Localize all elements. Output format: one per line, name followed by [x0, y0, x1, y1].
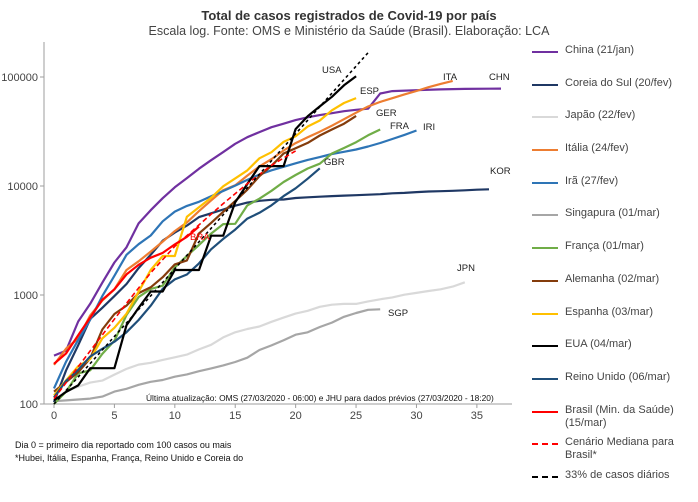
- legend-label: Brasil (Min. da Saúde) (15/mar): [565, 403, 674, 429]
- series-line-9: [53, 225, 200, 365]
- legend-label: Reino Unido (06/mar): [565, 370, 671, 383]
- end-label-iri: IRI: [423, 122, 435, 133]
- update-note: Última atualização: OMS (27/03/2020 - 06…: [146, 393, 494, 403]
- legend-label: EUA (04/mar): [565, 338, 632, 351]
- legend-label: Singapura (01/mar): [565, 207, 660, 220]
- series-line-7: [53, 75, 357, 402]
- legend-swatch: [532, 312, 558, 315]
- legend-item: França (01/mar): [532, 240, 698, 273]
- end-label-ger: GER: [376, 108, 397, 119]
- legend-swatch: [532, 345, 558, 348]
- series-layer: [52, 52, 502, 405]
- legend-swatch: [532, 214, 558, 217]
- legend-item: China (21/jan): [532, 44, 698, 77]
- chart-title: Total de casos registrados de Covid-19 p…: [201, 8, 497, 23]
- chart-subtitle: Escala log. Fonte: OMS e Ministério da S…: [148, 24, 550, 38]
- end-label-bra: BRA: [190, 232, 210, 243]
- x-tick-label: 0: [51, 410, 57, 422]
- axes: 100 1000 10000 100000 0 5 10 15 20 25 30 35: [1, 42, 512, 422]
- legend-label: Alemanha (02/mar): [565, 272, 660, 285]
- legend-label: Cenário Mediana para Brasil*: [565, 436, 674, 462]
- end-labels-layer: CHN KOR JPN SGP FRA GER ESP USA GBR BRA ITA IRI: [190, 65, 511, 319]
- legend-swatch: [532, 83, 558, 86]
- x-tick-label: 30: [410, 410, 422, 422]
- x-tick-label: 10: [169, 410, 181, 422]
- series-line-8: [53, 167, 321, 399]
- legend-label: China (21/jan): [565, 44, 635, 56]
- x-tick-label: 15: [229, 410, 241, 422]
- legend-swatch: [532, 247, 558, 250]
- series-line-13: [53, 52, 369, 405]
- legend-swatch: [532, 116, 558, 119]
- legend-label: Itália (24/fev): [565, 142, 629, 155]
- legend-item: Coreia do Sul (20/fev): [532, 77, 698, 110]
- x-tick-label: 25: [350, 410, 362, 422]
- legend-item: Japão (22/fev): [532, 109, 698, 142]
- legend-label: 33% de casos diários: [565, 468, 670, 481]
- end-label-chn: CHN: [489, 72, 510, 83]
- series-line-10: [53, 150, 297, 400]
- legend-label: Irã (27/fev): [565, 174, 619, 187]
- end-label-kor: KOR: [490, 166, 511, 177]
- x-tick-label: 20: [290, 410, 302, 422]
- y-tick-label: 10000: [7, 181, 38, 193]
- plot-area: 100 1000 10000 100000 0 5 10 15 20 25 30 35 CHN KOR J…: [1, 42, 512, 422]
- series-line-4: [53, 128, 381, 405]
- legend-swatch: [532, 279, 558, 282]
- y-tick-label: 1000: [14, 290, 38, 302]
- legend-swatch: [532, 410, 558, 413]
- legend-item: Brasil (Min. da Saúde) (15/mar): [532, 404, 698, 437]
- legend-item: Reino Unido (06/mar): [532, 371, 698, 404]
- end-label-jpn: JPN: [457, 263, 475, 274]
- chart-root: Total de casos registrados de Covid-19 p…: [1, 8, 674, 481]
- end-label-fra: FRA: [390, 121, 410, 132]
- series-line-5: [53, 114, 357, 393]
- series-line-11: [53, 79, 453, 366]
- series-line-6: [53, 97, 357, 397]
- series-line-12: [52, 129, 417, 389]
- end-label-sgp: SGP: [388, 308, 408, 319]
- legend-swatch: [532, 149, 558, 152]
- y-tick-label: 100: [20, 399, 38, 411]
- series-line-2: [53, 281, 466, 403]
- series-line-1: [52, 188, 490, 403]
- legend-item: Espanha (03/mar): [532, 306, 698, 339]
- end-label-usa: USA: [322, 65, 342, 76]
- legend-label: Espanha (03/mar): [565, 305, 654, 318]
- legend-item: Cenário Mediana para Brasil*: [532, 436, 698, 469]
- legend-swatch: [532, 443, 558, 446]
- legend-swatch: [532, 181, 558, 184]
- legend-swatch: [532, 51, 558, 53]
- legend-item: EUA (04/mar): [532, 338, 698, 371]
- footnote-day-zero: Dia 0 = primeiro dia reportado com 100 c…: [15, 440, 232, 450]
- legend-label: Coreia do Sul (20/fev): [565, 76, 672, 89]
- legend-label: França (01/mar): [565, 240, 644, 253]
- legend-item: Singapura (01/mar): [532, 207, 698, 240]
- series-line-0: [53, 87, 502, 357]
- legend-swatch: [532, 377, 558, 380]
- x-tick-label: 35: [471, 410, 483, 422]
- end-label-ita: ITA: [443, 72, 458, 83]
- legend-item: 33% de casos diários: [532, 469, 698, 502]
- end-label-gbr: GBR: [324, 157, 345, 168]
- footnote-scenario: *Hubei, Itália, Espanha, França, Reino U…: [15, 453, 244, 463]
- series-line-3: [53, 308, 381, 403]
- legend-item: Alemanha (02/mar): [532, 273, 698, 306]
- x-tick-label: 5: [111, 410, 117, 422]
- y-tick-label: 100000: [1, 72, 38, 84]
- legend: China (21/jan) Coreia do Sul (20/fev) Japã…: [532, 44, 698, 502]
- legend-item: Itália (24/fev): [532, 142, 698, 175]
- legend-swatch: [532, 475, 558, 478]
- end-label-esp: ESP: [360, 86, 379, 97]
- legend-label: Japão (22/fev): [565, 109, 636, 122]
- legend-item: Irã (27/fev): [532, 175, 698, 208]
